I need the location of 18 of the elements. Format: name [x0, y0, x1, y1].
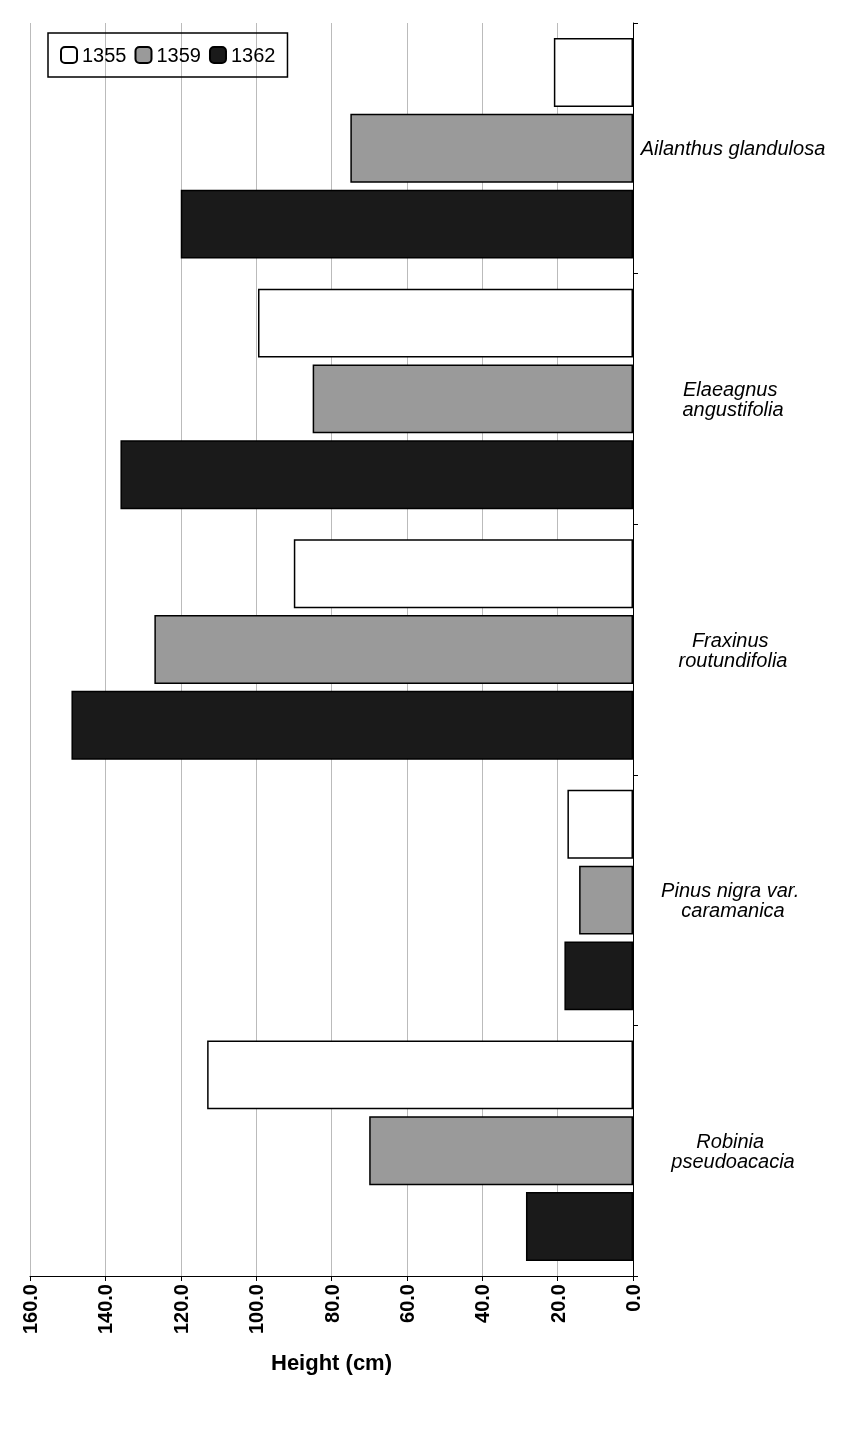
x-tick-label: 60.0 [395, 1284, 418, 1323]
legend-label: 1362 [230, 44, 276, 66]
y-tick-label: Fraxinus routundifolia [678, 628, 788, 671]
y-tick-label: Ailanthus glandulosa [639, 137, 826, 160]
legend-label: 1359 [156, 44, 201, 66]
x-tick-label: 20.0 [546, 1284, 569, 1323]
x-tick-label: 160.0 [19, 1284, 41, 1335]
x-tick-label: 40.0 [471, 1284, 494, 1323]
y-tick-label: Pinus nigra var. caramanica [661, 879, 805, 922]
y-tick-label: Elaeagnus angustifolia [682, 377, 784, 420]
y-tick-label: Robinia pseudoacacia [670, 1129, 795, 1172]
x-tick-label: 80.0 [320, 1284, 343, 1323]
x-tick-label: 140.0 [94, 1284, 117, 1335]
x-tick-label: 0.0 [622, 1284, 644, 1312]
x-tick-label: 120.0 [169, 1284, 192, 1335]
x-axis-title: Height (cm) [271, 1349, 392, 1375]
legend-label: 1355 [82, 44, 127, 66]
x-tick-label: 100.0 [245, 1284, 268, 1335]
